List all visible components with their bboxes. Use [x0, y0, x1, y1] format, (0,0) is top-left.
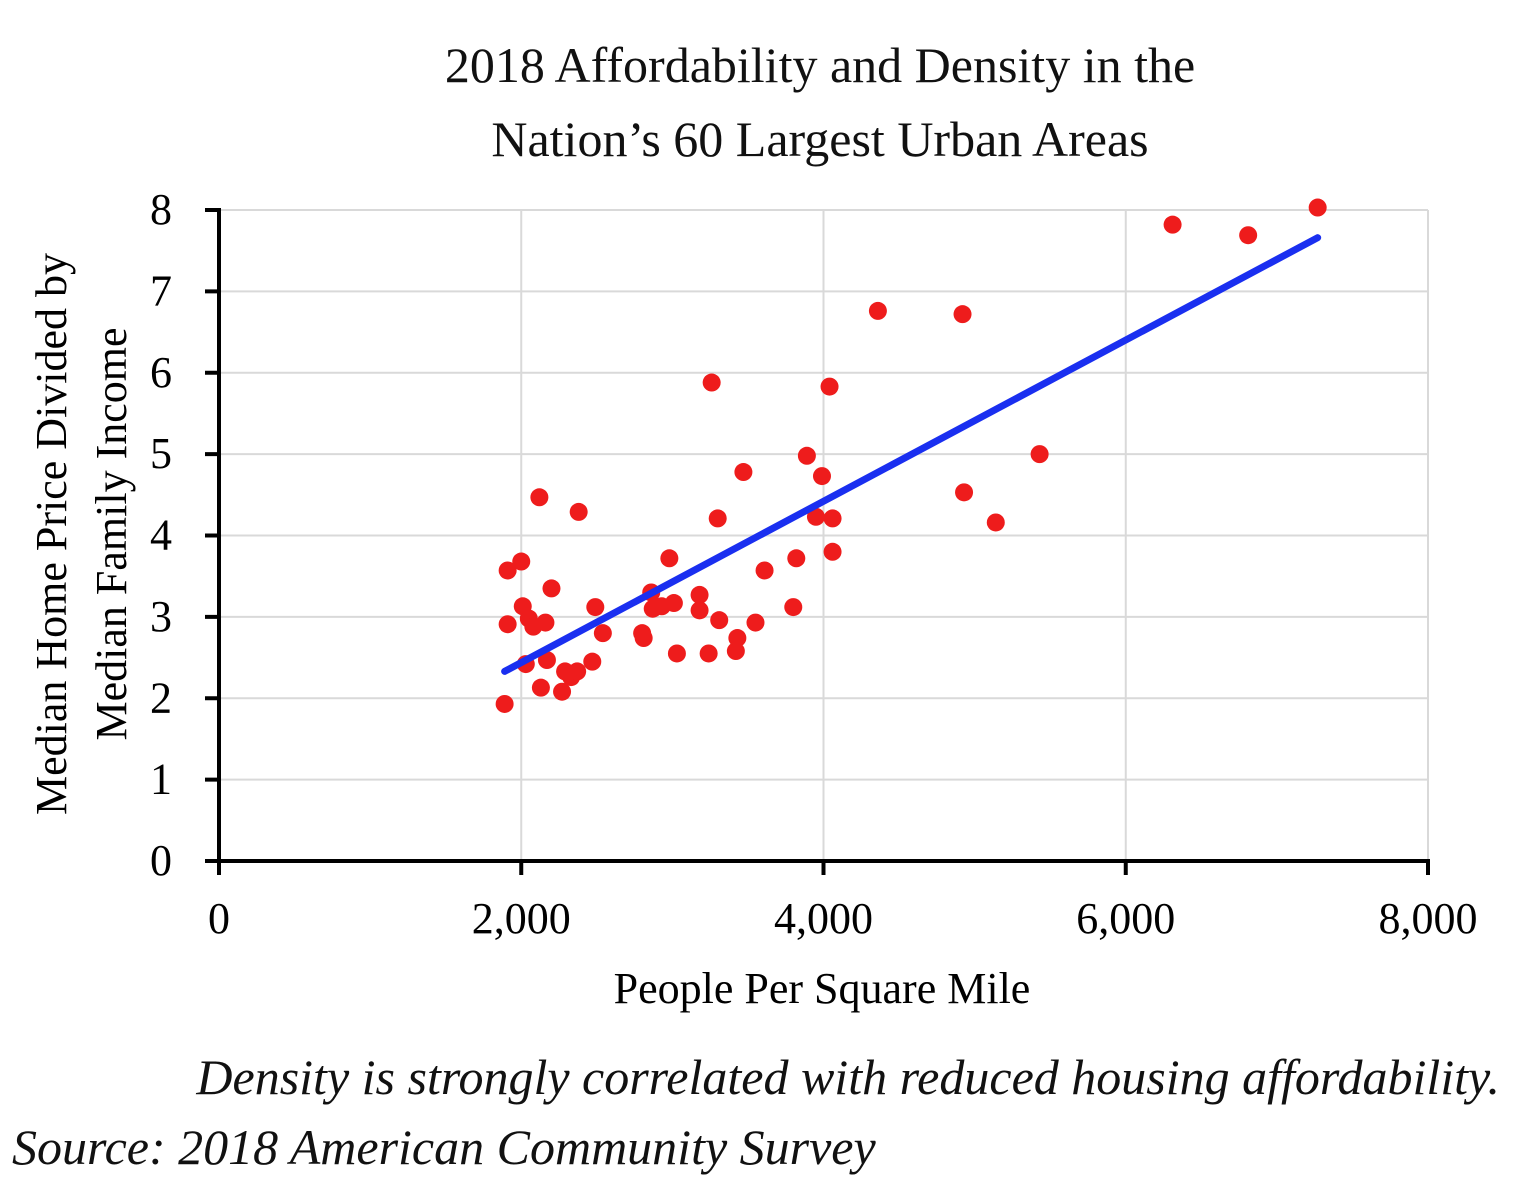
data-point — [708, 509, 727, 528]
data-point — [806, 507, 825, 526]
x-tick-label: 6,000 — [1076, 894, 1175, 943]
data-point — [812, 467, 831, 486]
y-tick-label: 5 — [150, 429, 172, 478]
data-points — [495, 198, 1327, 713]
y-tick-label: 6 — [150, 348, 172, 397]
data-point — [1239, 226, 1258, 245]
data-point — [568, 662, 587, 681]
data-point — [498, 561, 517, 580]
tick-labels: 0 1 2 3 4 5 6 7 8 0 2,000 4,000 6,000 8,000 — [150, 185, 1478, 943]
data-point — [728, 629, 747, 648]
data-point — [1308, 198, 1327, 217]
x-tick-label: 4,000 — [774, 894, 873, 943]
data-point — [690, 601, 709, 620]
x-tick-label: 0 — [208, 894, 230, 943]
data-point — [710, 611, 729, 630]
y-tick-label: 0 — [150, 836, 172, 885]
data-point — [498, 615, 517, 634]
data-point — [787, 549, 806, 568]
data-point — [1163, 215, 1182, 234]
data-point — [726, 642, 745, 661]
data-point — [1030, 445, 1049, 464]
data-point — [667, 644, 686, 663]
x-tick-label: 2,000 — [472, 894, 571, 943]
y-tick-label: 7 — [150, 266, 172, 315]
data-point — [823, 542, 842, 561]
data-point — [702, 373, 721, 392]
y-tick-label: 2 — [150, 673, 172, 722]
data-point — [955, 483, 974, 502]
x-axis-title: People Per Square Mile — [614, 964, 1031, 1013]
data-point — [583, 652, 602, 671]
y-tick-label: 1 — [150, 755, 172, 804]
chart-title: 2018 Affordability and Density in the Na… — [300, 28, 1340, 176]
data-point — [734, 463, 753, 482]
chart-title-line-2: Nation’s 60 Largest Urban Areas — [491, 111, 1149, 167]
data-point — [542, 579, 561, 598]
data-point — [797, 446, 816, 465]
data-point — [820, 377, 839, 396]
data-point — [660, 549, 679, 568]
data-point — [495, 694, 514, 713]
data-point — [746, 613, 765, 632]
data-point — [512, 552, 531, 571]
data-point — [569, 502, 588, 521]
chart-title-line-1: 2018 Affordability and Density in the — [444, 37, 1196, 93]
data-point — [586, 598, 605, 617]
data-point — [986, 513, 1005, 532]
data-point — [784, 598, 803, 617]
gridlines — [219, 209, 1429, 861]
data-point — [536, 613, 555, 632]
data-point — [755, 561, 774, 580]
data-point — [553, 682, 572, 701]
data-point — [531, 678, 550, 697]
trendline — [501, 234, 1322, 675]
y-tick-label: 4 — [150, 511, 172, 560]
scatter-chart: 0 1 2 3 4 5 6 7 8 0 2,000 4,000 6,000 8,000 People Pe… — [27, 185, 1478, 1013]
data-point — [699, 644, 718, 663]
x-tick-label: 8,000 — [1379, 894, 1478, 943]
y-axis-title-line-1: Median Home Price Divided by — [27, 253, 76, 815]
data-point — [593, 624, 612, 643]
axes — [205, 208, 1430, 875]
data-point — [953, 305, 972, 324]
y-axis-title-line-2: Median Family Income — [87, 327, 136, 740]
chart-caption: Density is strongly correlated with redu… — [196, 1049, 1500, 1105]
y-axis-title: Median Home Price Divided by Median Fami… — [27, 253, 136, 815]
data-point — [823, 509, 842, 528]
y-tick-label: 3 — [150, 592, 172, 641]
data-point — [537, 651, 556, 670]
source-note: Source: 2018 American Community Survey — [12, 1119, 876, 1175]
y-tick-label: 8 — [150, 185, 172, 234]
data-point — [690, 585, 709, 604]
data-point — [664, 594, 683, 613]
data-point — [868, 301, 887, 320]
trendline-layer — [501, 234, 1322, 675]
data-point — [634, 629, 653, 648]
data-point — [530, 488, 549, 507]
